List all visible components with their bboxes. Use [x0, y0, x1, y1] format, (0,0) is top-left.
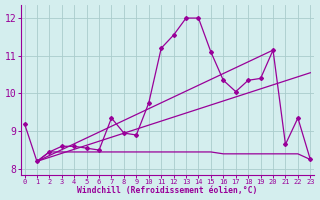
X-axis label: Windchill (Refroidissement éolien,°C): Windchill (Refroidissement éolien,°C)	[77, 186, 258, 195]
